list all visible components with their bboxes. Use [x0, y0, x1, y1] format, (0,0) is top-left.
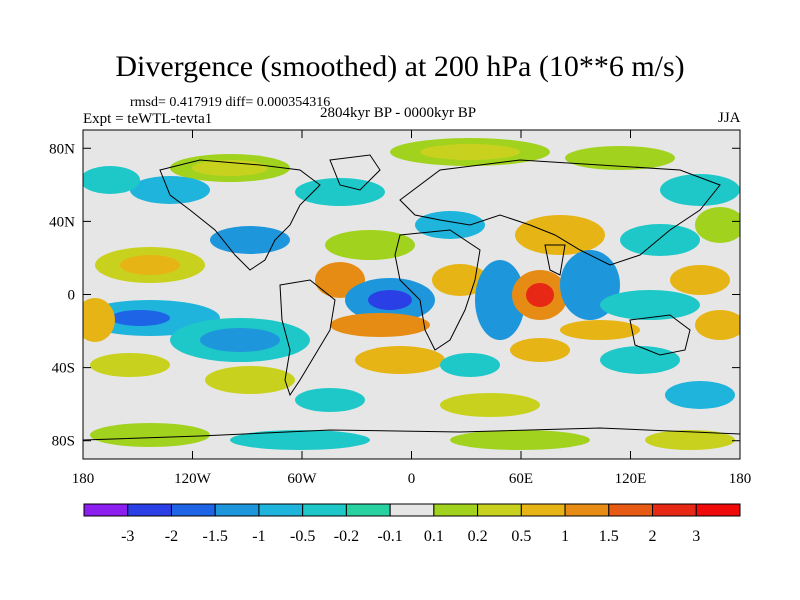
field-patch: [368, 290, 412, 310]
field-patch: [120, 255, 180, 275]
field-patch: [295, 388, 365, 412]
colorbar-label: -1: [252, 528, 265, 545]
field-patch: [90, 353, 170, 377]
divergence-field: [83, 130, 740, 459]
field-patch: [475, 260, 525, 340]
colorbar-label: -0.2: [334, 528, 359, 545]
colorbar-swatch: [564, 503, 610, 517]
colorbar-label: 0.1: [424, 528, 444, 545]
colorbar-label: -3: [121, 528, 134, 545]
experiment-label: Expt = teWTL-tevta1: [83, 111, 213, 127]
period-label: 2804kyr BP - 0000kyr BP: [320, 105, 477, 121]
colorbar-label: -1.5: [203, 528, 228, 545]
colorbar-swatch: [389, 503, 435, 517]
colorbar-swatch: [695, 503, 741, 517]
colorbar-swatch: [170, 503, 216, 517]
field-patch: [355, 346, 445, 374]
field-patch: [645, 430, 735, 450]
colorbar-label: 2: [649, 528, 657, 545]
coast-africa: [394, 229, 481, 351]
coast-antarctica: [83, 427, 740, 441]
field-patch: [130, 176, 210, 204]
field-patch: [510, 338, 570, 362]
field-patch: [660, 174, 740, 206]
colorbar-label: 1.5: [599, 528, 619, 545]
field-patch: [600, 346, 680, 374]
colorbar-swatch: [433, 503, 479, 517]
field-patch: [670, 265, 730, 295]
colorbar-swatch: [608, 503, 654, 517]
colorbar-label: -2: [165, 528, 178, 545]
field-patch: [620, 224, 700, 256]
colorbar-label: 3: [692, 528, 700, 545]
colorbar-label: -0.1: [377, 528, 402, 545]
field-patch: [205, 366, 295, 394]
colorbar-swatch: [127, 503, 172, 517]
colorbar-label: 1: [561, 528, 569, 545]
latitude-axis: 80N 40N 0 40S 80S: [49, 141, 740, 450]
field-patch: [325, 230, 415, 260]
lat-tick-label: 80S: [52, 434, 75, 450]
field-patch: [415, 211, 485, 239]
field-patch: [695, 310, 740, 340]
season-label: JJA: [718, 110, 741, 126]
field-patch: [330, 313, 430, 337]
longitude-axis: 180 120W 60W 0 60E 120E 180: [72, 130, 752, 487]
lon-tick-label: 120E: [615, 471, 647, 487]
field-patch: [560, 320, 640, 340]
lat-tick-label: 0: [68, 288, 76, 304]
lon-tick-label: 60E: [509, 471, 533, 487]
field-patch: [600, 290, 700, 320]
lon-tick-label: 0: [408, 471, 416, 487]
lon-tick-label: 180: [729, 471, 752, 487]
field-patch: [83, 298, 115, 342]
colorbar: -3 -2 -1.5 -1 -0.5 -0.2 -0.1 0.1 0.2 0.5 1 1.5 2 3: [83, 503, 741, 545]
field-patch: [420, 144, 520, 160]
lon-tick-label: 180: [72, 471, 95, 487]
field-patch: [210, 226, 290, 254]
coast-eurasia: [399, 159, 721, 266]
coast-south-america: [279, 279, 336, 397]
stats-label: rmsd= 0.417919 diff= 0.000354316: [130, 95, 331, 110]
colorbar-swatch: [302, 503, 347, 517]
colorbar-label: 0.5: [511, 528, 531, 545]
colorbar-label: -0.5: [290, 528, 315, 545]
field-patch: [526, 283, 554, 307]
colorbar-swatch: [652, 503, 697, 517]
colorbar-label: 0.2: [468, 528, 488, 545]
field-patch: [565, 146, 675, 170]
colorbar-swatch: [214, 503, 260, 517]
field-patch: [200, 328, 280, 352]
coast-greenland: [329, 154, 381, 191]
colorbar-swatch: [258, 503, 304, 517]
field-patch: [83, 166, 140, 194]
field-patch: [440, 353, 500, 377]
lat-tick-label: 80N: [49, 141, 75, 157]
coast-australia: [629, 314, 691, 356]
lon-tick-label: 120W: [174, 471, 212, 487]
lon-tick-label: 60W: [287, 471, 317, 487]
lat-tick-label: 40N: [49, 214, 75, 230]
field-patch: [440, 393, 540, 417]
field-patch: [432, 264, 488, 296]
colorbar-swatch: [520, 503, 566, 517]
coast-india: [544, 244, 566, 276]
field-patch: [295, 178, 385, 206]
map-title: Divergence (smoothed) at 200 hPa (10**6 …: [115, 50, 685, 83]
coast-north-america: [159, 159, 321, 271]
lat-tick-label: 40S: [52, 361, 75, 377]
colorbar-swatch: [83, 503, 129, 517]
field-patch: [230, 430, 370, 450]
field-patch: [515, 215, 605, 255]
field-patch: [110, 310, 170, 326]
field-patch: [695, 207, 740, 243]
field-patch: [450, 430, 590, 450]
field-patch: [665, 381, 735, 409]
field-patch: [90, 423, 210, 447]
coastlines: [83, 154, 740, 441]
colorbar-swatch: [345, 503, 391, 517]
colorbar-swatch: [477, 503, 522, 517]
